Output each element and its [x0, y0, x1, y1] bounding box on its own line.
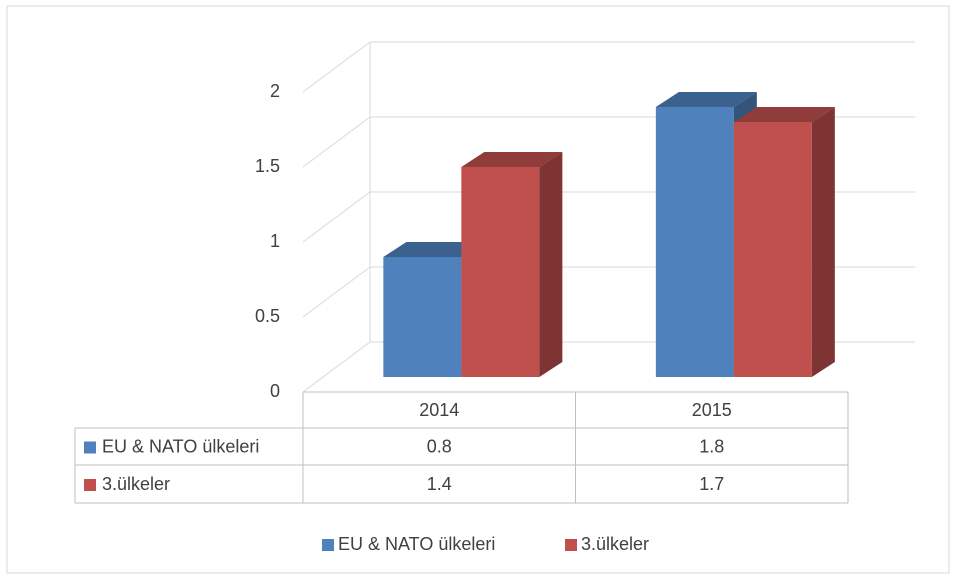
bar — [655, 107, 734, 377]
table-value: 1.4 — [427, 474, 452, 494]
bar-side — [539, 152, 563, 377]
x-tick-label: 2015 — [692, 400, 732, 420]
bar — [733, 122, 812, 377]
y-tick-label: 1.5 — [255, 156, 280, 176]
grid-line — [302, 116, 371, 168]
bar-top — [733, 107, 835, 122]
grid-line — [302, 41, 371, 93]
y-tick-label: 2 — [270, 81, 280, 101]
table-series-name: EU & NATO ülkeleri — [102, 436, 259, 456]
grid-line — [302, 266, 371, 318]
legend-label: 3.ülkeler — [581, 534, 649, 554]
bar — [461, 167, 540, 377]
table-value: 0.8 — [427, 436, 452, 456]
bar-top — [383, 242, 485, 257]
table-value: 1.8 — [699, 436, 724, 456]
grid-line — [302, 341, 371, 393]
bar — [383, 257, 462, 377]
table-value: 1.7 — [699, 474, 724, 494]
y-tick-label: 0.5 — [255, 306, 280, 326]
table-legend-key — [84, 479, 96, 491]
y-tick-label: 1 — [270, 231, 280, 251]
legend-label: EU & NATO ülkeleri — [338, 534, 495, 554]
grid-line — [302, 191, 371, 243]
bar-top — [655, 92, 757, 107]
legend-key — [565, 539, 577, 551]
y-tick-label: 0 — [270, 381, 280, 401]
x-tick-label: 2014 — [419, 400, 459, 420]
table-legend-key — [84, 441, 96, 454]
bar-top — [461, 152, 563, 167]
bar-side — [811, 107, 835, 377]
legend-key — [322, 539, 334, 551]
table-series-name: 3.ülkeler — [102, 474, 170, 494]
